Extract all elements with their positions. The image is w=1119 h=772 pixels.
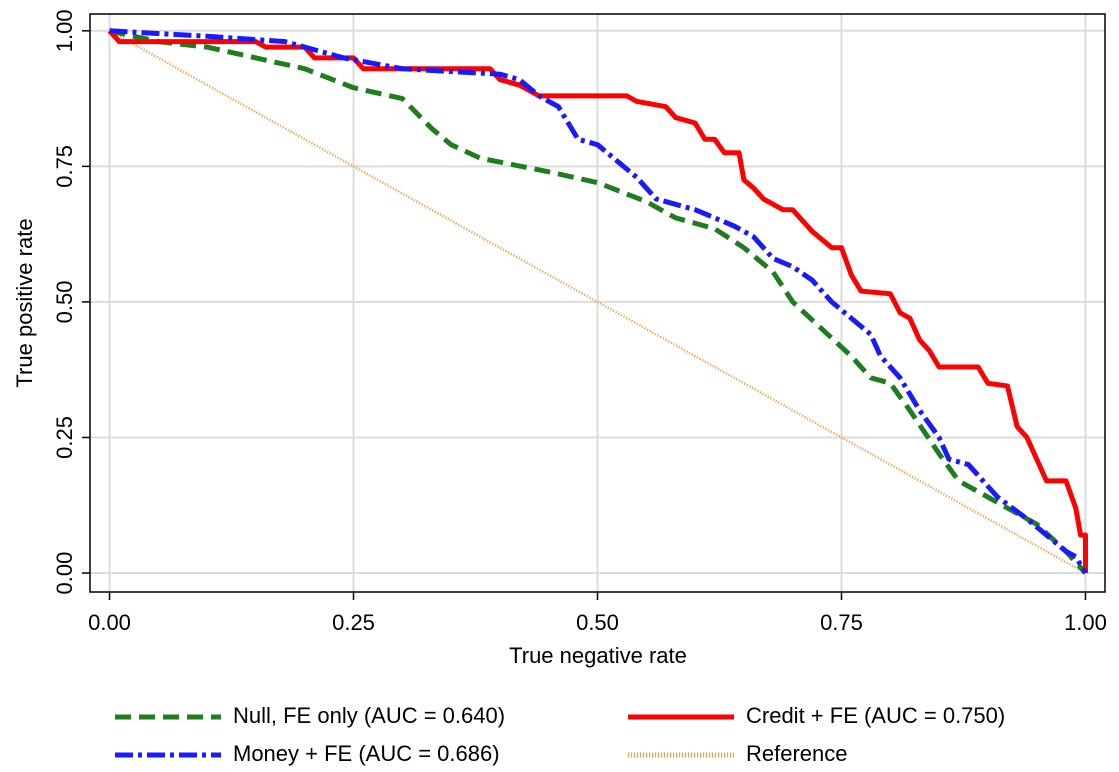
y-tick-label: 0.75: [52, 145, 77, 188]
x-tick-label: 0.50: [576, 610, 619, 635]
lines: [107, 28, 1088, 575]
x-tick-label: 0.25: [332, 610, 375, 635]
y-tick-label: 0.00: [52, 552, 77, 595]
legend-label: Null, FE only (AUC = 0.640): [233, 703, 505, 728]
legend-label: Credit + FE (AUC = 0.750): [746, 703, 1005, 728]
legend: Null, FE only (AUC = 0.640) Credit + FE (…: [115, 703, 1005, 766]
y-tick-label: 0.50: [52, 281, 77, 324]
line-series: [109, 28, 1088, 575]
line-series: [108, 29, 1087, 575]
legend-label: Money + FE (AUC = 0.686): [233, 741, 500, 766]
x-tick-label: 1.00: [1064, 610, 1107, 635]
x-tick-label: 0.75: [820, 610, 863, 635]
legend-label: Reference: [746, 741, 848, 766]
x-axis-title: True negative rate: [509, 643, 687, 668]
y-axis-title: True positive rate: [12, 218, 37, 387]
y-tick-label: 0.25: [52, 416, 77, 459]
x-tick-label: 0.00: [88, 610, 131, 635]
axes: 0.00 0.25 0.50 0.75 1.00 0.00 0.25 0.50 0.75 1.00: [52, 9, 1107, 634]
y-tick-label: 1.00: [52, 9, 77, 52]
